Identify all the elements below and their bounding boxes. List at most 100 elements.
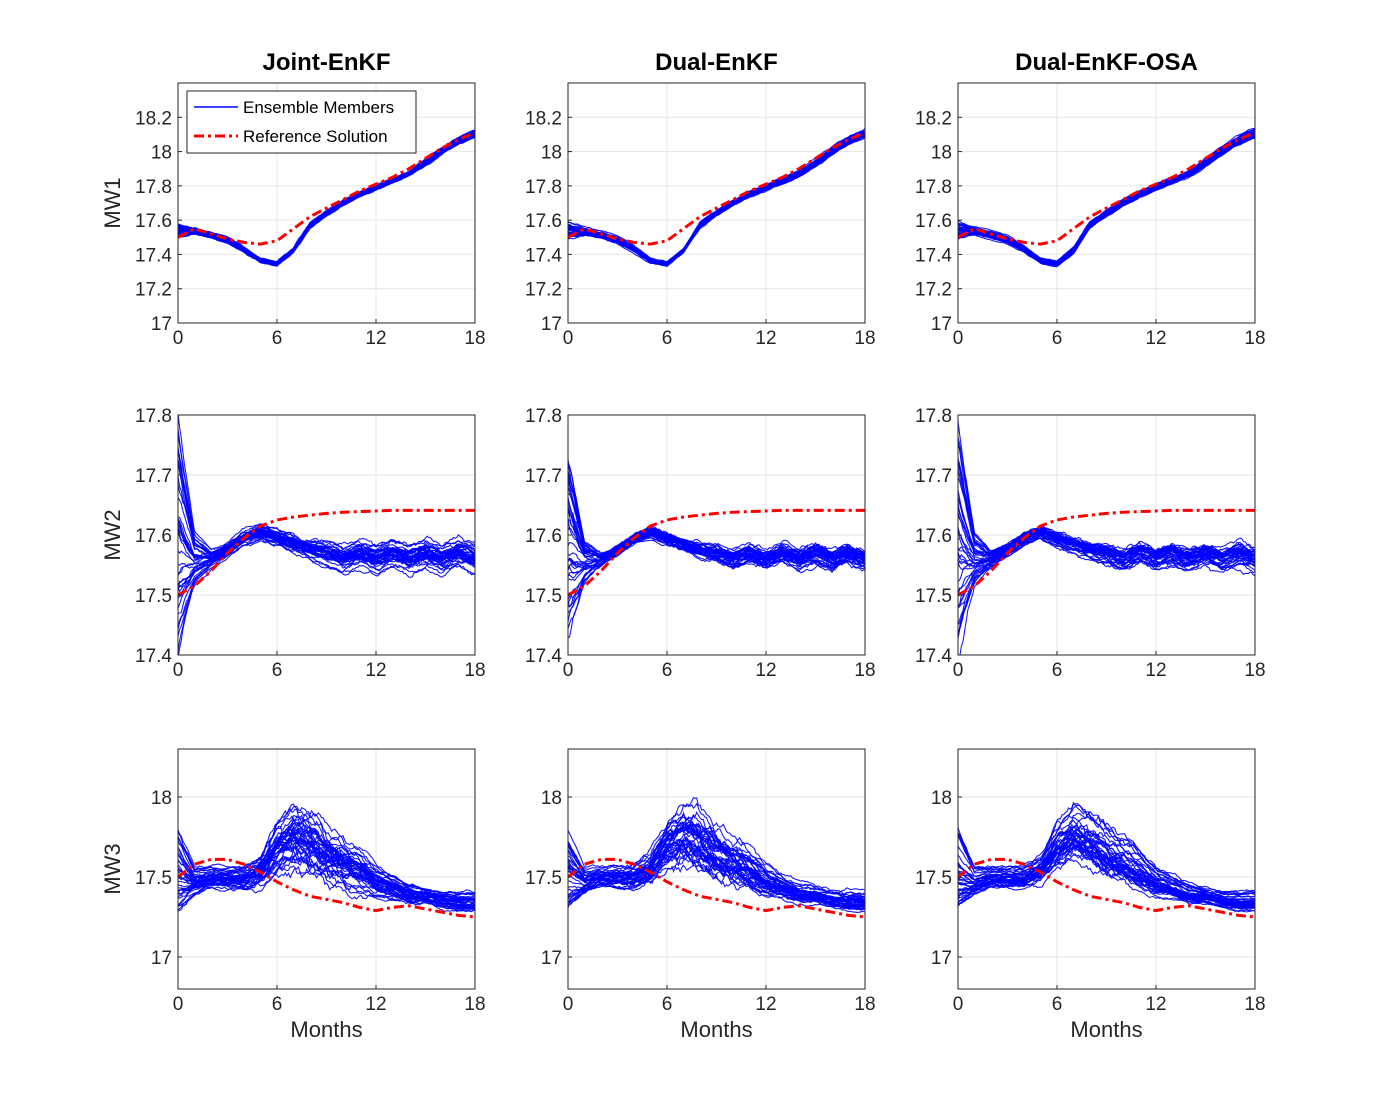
x-tick-label: 12 xyxy=(1145,660,1166,681)
y-axis-label: MW3 xyxy=(100,843,125,894)
ensemble-member-line xyxy=(959,537,1255,655)
subplot-mw3-col2: 0 6 12 18 17 17.5 18 Months xyxy=(525,748,876,1042)
ensemble-member-line xyxy=(958,512,1255,560)
ensemble-member-line xyxy=(178,815,475,896)
ensemble-member-line xyxy=(178,803,475,895)
y-tick-label: 17.4 xyxy=(525,245,562,266)
reference-solution-line xyxy=(568,508,865,597)
ensemble-member-line xyxy=(568,864,865,913)
x-tick-label: 0 xyxy=(953,328,964,349)
ensemble-member-line xyxy=(178,539,475,655)
reference-solution-line xyxy=(958,857,1255,919)
ensemble-member-line xyxy=(178,866,475,913)
ensemble-member-line xyxy=(958,537,1255,639)
legend-ensemble-label: Ensemble Members xyxy=(243,98,394,117)
reference-solution-line xyxy=(568,131,865,246)
y-tick-label: 17.5 xyxy=(915,586,952,607)
y-tick-label: 18.2 xyxy=(135,108,172,129)
x-tick-label: 18 xyxy=(1244,328,1265,349)
ensemble-member-line xyxy=(178,538,475,652)
y-tick-label: 17.5 xyxy=(915,868,952,889)
y-tick-label: 17.4 xyxy=(525,646,562,667)
y-tick-label: 17.7 xyxy=(135,466,172,487)
x-tick-label: 0 xyxy=(953,660,964,681)
legend-box xyxy=(186,90,417,154)
y-tick-label: 17.6 xyxy=(915,211,952,232)
y-tick-label: 17.5 xyxy=(135,586,172,607)
ensemble-member-line xyxy=(568,822,865,900)
x-tick-label: 18 xyxy=(1244,660,1265,681)
x-tick-label: 0 xyxy=(173,660,184,681)
y-tick-label: 17.7 xyxy=(525,466,562,487)
series-group xyxy=(958,127,1255,268)
y-tick-label: 17.6 xyxy=(525,211,562,232)
y-tick-label: 18.2 xyxy=(915,108,952,129)
x-tick-label: 12 xyxy=(755,328,776,349)
x-tick-label: 6 xyxy=(662,994,673,1015)
series-group xyxy=(178,415,475,655)
x-tick-label: 12 xyxy=(755,660,776,681)
y-tick-label: 17 xyxy=(931,314,952,335)
ensemble-member-line xyxy=(958,441,1255,558)
y-tick-label: 17.5 xyxy=(525,868,562,889)
x-tick-label: 6 xyxy=(272,328,283,349)
reference-solution-line xyxy=(958,131,1255,246)
x-tick-label: 6 xyxy=(1052,994,1063,1015)
series-group xyxy=(568,128,865,267)
series-group xyxy=(568,459,865,639)
y-tick-label: 17.6 xyxy=(525,526,562,547)
x-tick-label: 0 xyxy=(563,328,574,349)
reference-solution-line xyxy=(178,131,475,246)
column-title: Joint-EnKF xyxy=(263,49,391,76)
x-tick-label: 0 xyxy=(173,994,184,1015)
x-tick-label: 6 xyxy=(1052,328,1063,349)
y-tick-label: 17.6 xyxy=(135,526,172,547)
ensemble-member-line xyxy=(178,136,475,267)
x-tick-label: 18 xyxy=(854,328,875,349)
reference-solution-line xyxy=(568,857,865,919)
ensemble-member-line xyxy=(958,839,1255,905)
subplot-mw1-col3: 0 6 12 18 17 17.2 17.4 17.6 17.8 18 18.2 xyxy=(915,82,1266,349)
axes-frame xyxy=(957,82,1256,324)
ensemble-member-line xyxy=(568,797,865,894)
x-axis-label: Months xyxy=(680,1017,752,1042)
y-tick-label: 17.4 xyxy=(135,245,172,266)
x-axis-label: Months xyxy=(1070,1017,1142,1042)
y-tick-label: 18 xyxy=(931,788,952,809)
y-tick-label: 17 xyxy=(541,314,562,335)
axes-frame xyxy=(177,748,476,990)
ensemble-member-line xyxy=(178,837,475,906)
x-tick-label: 12 xyxy=(365,660,386,681)
y-tick-label: 17.8 xyxy=(525,177,562,198)
axes-frame xyxy=(567,82,866,324)
y-tick-label: 17.6 xyxy=(135,211,172,232)
legend-reference-label: Reference Solution xyxy=(243,127,388,146)
x-tick-label: 12 xyxy=(1145,994,1166,1015)
ensemble-member-line xyxy=(568,821,865,899)
y-tick-label: 17.8 xyxy=(525,406,562,427)
y-tick-label: 17.5 xyxy=(525,586,562,607)
x-tick-label: 12 xyxy=(1145,328,1166,349)
x-tick-label: 6 xyxy=(272,994,283,1015)
x-tick-label: 6 xyxy=(272,660,283,681)
ensemble-member-line xyxy=(178,133,475,265)
x-tick-label: 18 xyxy=(464,660,485,681)
x-tick-label: 18 xyxy=(854,994,875,1015)
y-tick-label: 17 xyxy=(151,948,172,969)
y-tick-label: 18 xyxy=(151,788,172,809)
series-group xyxy=(178,803,475,919)
y-tick-label: 17 xyxy=(931,948,952,969)
ensemble-member-line xyxy=(958,846,1255,911)
y-tick-label: 18 xyxy=(931,143,952,164)
ensemble-member-line xyxy=(178,852,475,909)
y-tick-label: 17.4 xyxy=(915,245,952,266)
axes-frame xyxy=(957,748,1256,990)
x-axis-label: Months xyxy=(290,1017,362,1042)
axes-frame xyxy=(177,82,476,324)
ensemble-member-line xyxy=(568,132,865,266)
subplot-mw1-col2: 0 6 12 18 17 17.2 17.4 17.6 17.8 18 18.2 xyxy=(525,82,876,349)
ensemble-member-line xyxy=(958,490,1255,559)
y-tick-label: 18 xyxy=(541,143,562,164)
y-tick-label: 18 xyxy=(151,143,172,164)
x-tick-label: 6 xyxy=(1052,660,1063,681)
